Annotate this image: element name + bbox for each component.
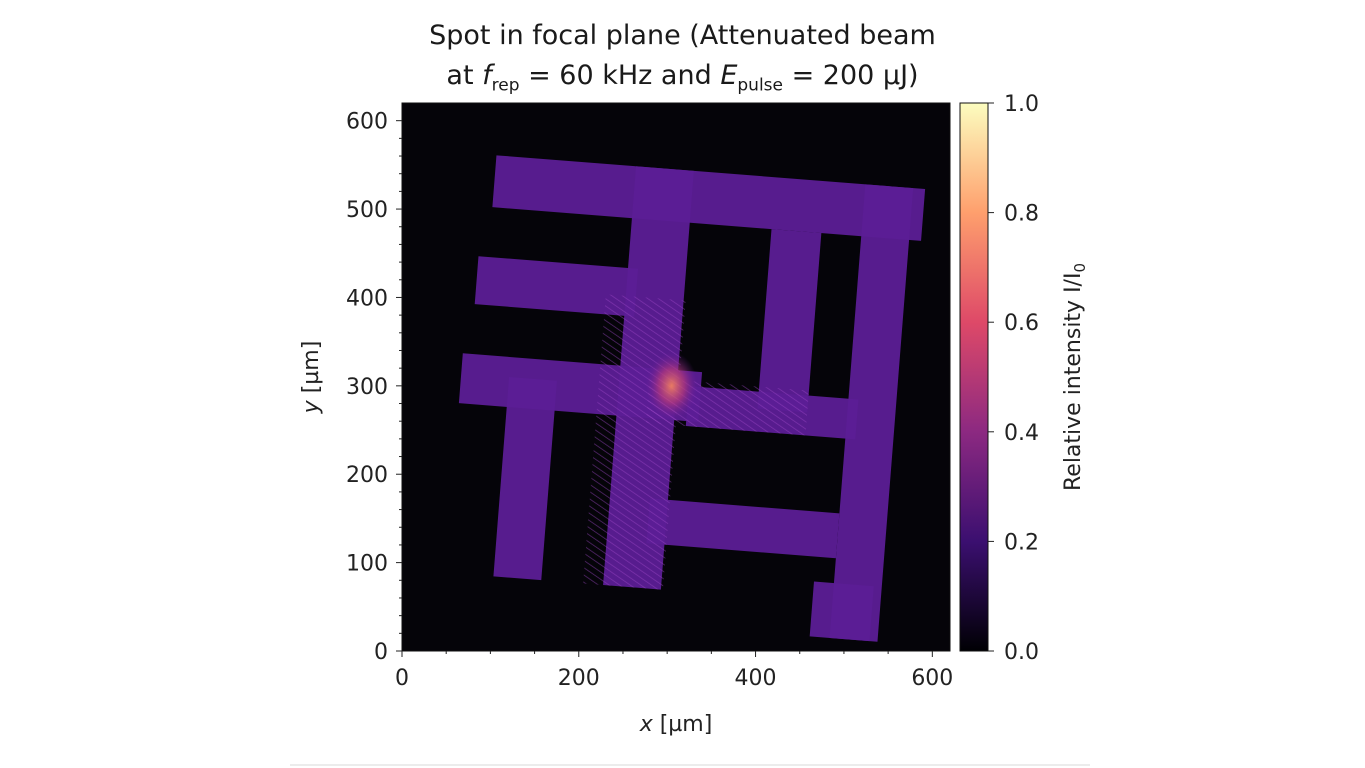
- pattern-left-stem: [493, 376, 557, 581]
- colorbar-tick-label: 0.6: [1004, 311, 1039, 336]
- y-tick-label: 500: [346, 198, 388, 223]
- pattern-top-bar: [492, 155, 926, 241]
- chart-title-line2: at frep = 60 kHz and Epulse = 200 µJ): [0, 60, 1365, 95]
- colorbar-label: Relative intensity I/I0: [1061, 263, 1089, 491]
- colorbar-tick-label: 0.4: [1004, 421, 1039, 446]
- pattern-inner-stem: [757, 229, 822, 413]
- x-tick-label: 200: [558, 666, 600, 691]
- colorbar-tick-label: 0.8: [1004, 202, 1039, 227]
- y-tick-label: 400: [346, 286, 388, 311]
- intensity-pattern: [458, 155, 926, 642]
- y-axis-var: y: [299, 399, 324, 414]
- epulse-symbol: E: [720, 60, 738, 91]
- colorbar-tick-label: 1.0: [1004, 92, 1039, 117]
- pattern-right-bar: [829, 184, 914, 642]
- x-axis-unit: [µm]: [653, 712, 713, 737]
- colorbar-ticks: 0.0 0.2 0.4 0.6 0.8 1.0: [988, 92, 1039, 665]
- epulse-subscript: pulse: [737, 75, 783, 96]
- bottom-divider: [290, 764, 1090, 766]
- y-tick-label: 200: [346, 463, 388, 488]
- y-tick-label: 0: [374, 640, 388, 665]
- pattern-middle-left-bar: [474, 256, 638, 317]
- frep-symbol: f: [482, 60, 492, 91]
- chart-title-line1: Spot in focal plane (Attenuated beam: [429, 20, 936, 51]
- y-tick-label: 300: [346, 375, 388, 400]
- pattern-hotspot: [645, 351, 698, 420]
- colorbar-label-text: Relative intensity I/I: [1061, 273, 1086, 491]
- colorbar-tick-label: 0.0: [1004, 640, 1039, 665]
- y-axis: 0 100 200 300 400 500 600: [346, 110, 402, 665]
- x-tick-label: 600: [911, 666, 953, 691]
- y-axis-unit: [µm]: [299, 341, 324, 401]
- pattern-lower-bar: [646, 498, 840, 559]
- x-axis-var: x: [639, 712, 654, 737]
- y-tick-label: 100: [346, 552, 388, 577]
- frep-subscript: rep: [491, 75, 520, 96]
- x-axis: 0 200 400 600: [395, 651, 953, 691]
- x-tick-label: 0: [395, 666, 409, 691]
- epulse-value: = 200 µJ): [783, 60, 919, 91]
- colorbar: [959, 102, 989, 652]
- title-prefix: at: [446, 60, 483, 91]
- y-axis-label: y [µm]: [299, 341, 324, 415]
- x-tick-label: 400: [735, 666, 777, 691]
- x-axis-label: x [µm]: [639, 712, 713, 737]
- colorbar-label-subscript: 0: [1071, 263, 1089, 273]
- frep-value: = 60 kHz and: [519, 60, 721, 91]
- y-tick-label: 600: [346, 110, 388, 135]
- plot-frame: [401, 102, 951, 652]
- pattern-bottom-right-block: [809, 581, 874, 642]
- colorbar-tick-label: 0.2: [1004, 530, 1039, 555]
